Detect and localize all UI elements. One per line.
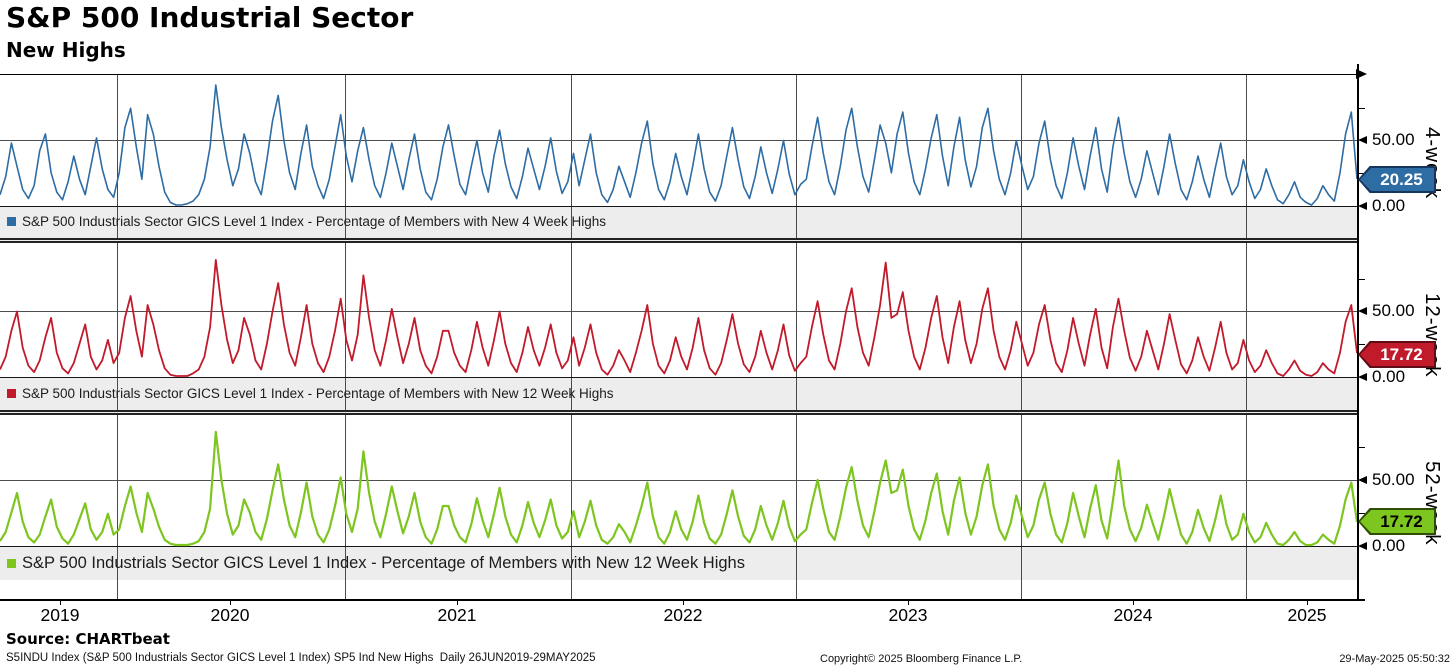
gridline-50-panel1: [0, 140, 1357, 141]
panel-label-52week: 52-week: [1421, 460, 1444, 546]
chart-top-border: [0, 74, 1357, 75]
y-tick-50-panel2: 50.00: [1372, 301, 1415, 320]
x-tick: [683, 600, 684, 605]
y-minor-tick: [1357, 344, 1365, 345]
year-gridline: [1021, 74, 1022, 600]
gridline-50-panel2: [0, 311, 1357, 312]
y-minor-tick: [1357, 173, 1365, 174]
y-tick-arrow-icon: [1358, 373, 1367, 381]
x-label-2021: 2021: [437, 605, 477, 625]
panel-separator: [0, 410, 1357, 415]
source-label: Source: CHARTbeat: [6, 630, 170, 648]
y-minor-tick: [1357, 279, 1365, 280]
last-value-tag-52week[interactable]: 17.72: [1358, 508, 1436, 535]
x-tick: [60, 600, 61, 605]
legend-label-52week: S&P 500 Industrials Sector GICS Level 1 …: [22, 554, 745, 572]
y-tick-0-panel2: 0.00: [1372, 367, 1406, 386]
y-tick-50-panel3: 50.00: [1372, 470, 1415, 489]
legend-swatch-blue-icon: [7, 217, 16, 226]
year-gridline: [796, 74, 797, 600]
legend-item-52week[interactable]: S&P 500 Industrials Sector GICS Level 1 …: [7, 554, 745, 573]
legend-strip-12week: [0, 378, 1357, 410]
y-tick-arrow-icon: [1358, 136, 1367, 144]
last-value-tag-fill: 17.72: [1360, 510, 1434, 533]
legend-label-12week: S&P 500 Industrials Sector GICS Level 1 …: [22, 386, 614, 401]
legend-label-4week: S&P 500 Industrials Sector GICS Level 1 …: [22, 214, 607, 229]
x-label-2024: 2024: [1113, 605, 1153, 625]
page-subtitle: New Highs: [6, 38, 126, 62]
legend-swatch-red-icon: [7, 389, 16, 398]
last-value-12week: 17.72: [1380, 344, 1423, 364]
last-value-52week: 17.72: [1380, 511, 1423, 531]
legend-strip-4week: [0, 207, 1357, 238]
x-tick: [1133, 600, 1134, 605]
legend-item-4week[interactable]: S&P 500 Industrials Sector GICS Level 1 …: [7, 214, 606, 229]
legend-item-12week[interactable]: S&P 500 Industrials Sector GICS Level 1 …: [7, 386, 614, 401]
last-value-tag-4week[interactable]: 20.25: [1358, 166, 1436, 193]
y-tick-0-panel1: 0.00: [1372, 196, 1406, 215]
x-label-2025: 2025: [1287, 605, 1327, 625]
y-tick-arrow-icon: [1358, 307, 1367, 315]
right-y-axis: [1357, 64, 1359, 601]
y-tick-arrow-icon: [1358, 202, 1367, 210]
page-title: S&P 500 Industrial Sector: [6, 1, 414, 34]
x-tick: [1307, 600, 1308, 605]
panel-label-12week: 12-week: [1421, 292, 1444, 378]
y-tick-0-panel3: 0.00: [1372, 536, 1406, 555]
last-value-4week: 20.25: [1380, 169, 1423, 189]
y-tick-50-panel1: 50.00: [1372, 130, 1415, 149]
copyright-text: Copyright© 2025 Bloomberg Finance L.P.: [820, 653, 1023, 665]
x-tick: [230, 600, 231, 605]
series-12week-line: [0, 258, 1358, 377]
last-value-tag-fill: 17.72: [1360, 343, 1434, 366]
baseline-panel3: [0, 546, 1357, 547]
legend-strip-52week: [0, 547, 1357, 580]
x-axis: [0, 599, 1365, 601]
x-label-2023: 2023: [888, 605, 928, 625]
y-minor-tick: [1357, 447, 1365, 448]
ticker-description: S5INDU Index (S&P 500 Industrials Sector…: [6, 652, 596, 664]
x-tick: [457, 600, 458, 605]
x-label-2022: 2022: [663, 605, 703, 625]
panel-separator: [0, 238, 1357, 243]
y-minor-tick: [1357, 108, 1365, 109]
x-label-2019: 2019: [40, 605, 80, 625]
x-tick: [908, 600, 909, 605]
series-4week-line: [0, 84, 1358, 206]
panel-label-4week: 4-week: [1421, 126, 1444, 200]
last-value-tag-12week[interactable]: 17.72: [1358, 341, 1436, 368]
x-label-2020: 2020: [210, 605, 250, 625]
y-tick-arrow-icon: [1358, 542, 1367, 550]
series-52week-line: [0, 430, 1359, 547]
timestamp: 29-May-2025 05:50:32: [1339, 653, 1450, 665]
y-tick-arrow-icon: [1358, 476, 1367, 484]
gridline-50-panel3: [0, 480, 1357, 481]
axis-arrow-right-icon: [1356, 69, 1367, 79]
year-gridline: [1246, 74, 1247, 600]
legend-swatch-green-icon: [7, 559, 16, 568]
y-minor-tick: [1357, 513, 1365, 514]
last-value-tag-fill: 20.25: [1360, 168, 1434, 191]
baseline-panel2: [0, 377, 1357, 378]
baseline-panel1: [0, 206, 1357, 207]
year-gridline: [571, 74, 572, 600]
year-gridline: [117, 74, 118, 600]
